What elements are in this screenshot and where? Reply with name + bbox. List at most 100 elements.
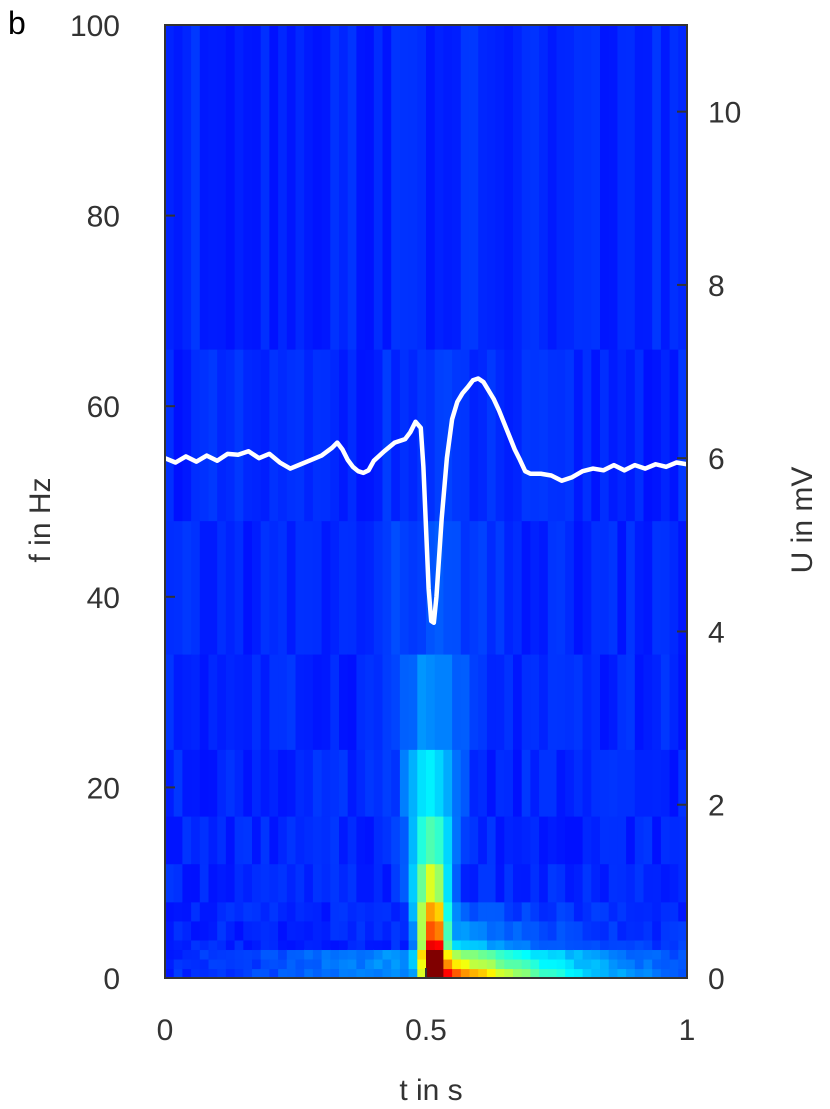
spectrogram-cell xyxy=(478,749,488,817)
spectrogram-cell xyxy=(243,815,253,865)
spectrogram-cell xyxy=(373,863,384,903)
spectrogram-cell xyxy=(486,939,497,951)
left-y-tick-label: 20 xyxy=(87,772,120,805)
spectrogram-cell xyxy=(330,653,340,750)
spectrogram-cell xyxy=(199,958,210,970)
spectrogram-cell xyxy=(530,653,540,750)
spectrogram-cell xyxy=(452,863,462,903)
spectrogram-cell xyxy=(191,920,201,941)
spectrogram-cell xyxy=(208,815,218,865)
spectrogram-cell xyxy=(443,968,453,978)
spectrogram-cell xyxy=(556,939,566,951)
spectrogram-cell xyxy=(469,653,479,750)
spectrogram-cell xyxy=(434,349,444,522)
spectrogram-cell xyxy=(469,901,479,922)
spectrogram-cell xyxy=(600,949,610,960)
spectrogram-cell xyxy=(217,968,227,978)
spectrogram-cell xyxy=(234,958,244,970)
spectrogram-cell xyxy=(495,863,505,903)
spectrogram-cell xyxy=(286,958,297,970)
spectrogram-cell xyxy=(234,653,244,750)
spectrogram-cell xyxy=(478,520,488,655)
spectrogram-cell xyxy=(469,863,479,903)
spectrogram-cell xyxy=(365,815,375,865)
spectrogram-cell xyxy=(252,815,262,865)
spectrogram-cell xyxy=(417,949,427,960)
spectrogram-cell xyxy=(460,901,471,922)
spectrogram-cell xyxy=(417,901,427,922)
spectrogram-cell xyxy=(547,815,558,865)
spectrogram-cell xyxy=(443,653,453,750)
spectrogram-cell xyxy=(600,349,610,522)
spectrogram-cell xyxy=(182,939,192,951)
spectrogram-cell xyxy=(530,949,540,960)
spectrogram-cell xyxy=(165,920,175,941)
spectrogram-cell xyxy=(608,949,618,960)
spectrogram-cell xyxy=(321,958,331,970)
spectrogram-cell xyxy=(469,949,479,960)
spectrogram-cell xyxy=(626,520,636,655)
spectrogram-cell xyxy=(347,863,357,903)
spectrogram-cell xyxy=(252,749,262,817)
spectrogram-cell xyxy=(182,901,192,922)
spectrogram-cell xyxy=(165,349,175,522)
spectrogram-cell xyxy=(582,25,592,350)
spectrogram-cell xyxy=(252,958,262,970)
spectrogram-cell xyxy=(573,815,584,865)
spectrogram-cell xyxy=(591,939,601,951)
spectrogram-cell xyxy=(530,939,540,951)
spectrogram-cell xyxy=(556,349,566,522)
spectrogram-cell xyxy=(600,863,610,903)
spectrogram-cell xyxy=(426,653,436,750)
spectrogram-cell xyxy=(608,958,618,970)
spectrogram-cell xyxy=(591,958,601,970)
spectrogram-cell xyxy=(199,901,210,922)
spectrogram-cell xyxy=(556,25,566,350)
spectrogram-cell xyxy=(669,958,679,970)
spectrogram-cell xyxy=(547,520,558,655)
spectrogram-cell xyxy=(643,901,653,922)
spectrogram-cell xyxy=(252,901,262,922)
spectrogram-cell xyxy=(452,958,462,970)
spectrogram-cell xyxy=(452,920,462,941)
spectrogram-cell xyxy=(373,749,384,817)
spectrogram-cell xyxy=(286,920,297,941)
spectrogram-cell xyxy=(591,863,601,903)
spectrogram-cell xyxy=(399,920,410,941)
spectrogram-cell xyxy=(556,920,566,941)
spectrogram-cell xyxy=(243,520,253,655)
spectrogram-cell xyxy=(269,520,279,655)
spectrogram-cell xyxy=(573,520,584,655)
spectrogram-cell xyxy=(617,949,627,960)
spectrogram-cell xyxy=(191,949,201,960)
spectrogram-cell xyxy=(199,939,210,951)
spectrogram-cell xyxy=(530,520,540,655)
spectrogram-cell xyxy=(260,863,270,903)
spectrogram-cell xyxy=(391,901,401,922)
spectrogram-cell xyxy=(347,349,357,522)
spectrogram-cell xyxy=(652,653,662,750)
spectrogram-cell xyxy=(626,958,636,970)
spectrogram-cell xyxy=(165,815,175,865)
spectrogram-cell xyxy=(382,939,392,951)
spectrogram-cell xyxy=(521,949,531,960)
spectrogram-cell xyxy=(260,949,270,960)
spectrogram-cell xyxy=(573,901,584,922)
spectrogram-cell xyxy=(643,349,653,522)
left-y-tick-label: 80 xyxy=(87,201,120,234)
spectrogram-cell xyxy=(382,520,392,655)
spectrogram-cell xyxy=(426,968,436,978)
spectrogram-cell xyxy=(600,749,610,817)
spectrogram-cell xyxy=(173,958,183,970)
spectrogram-cell xyxy=(312,920,323,941)
spectrogram-cell xyxy=(225,958,236,970)
spectrogram-cell xyxy=(539,901,549,922)
spectrogram-cell xyxy=(304,520,314,655)
right-y-tick-label: 2 xyxy=(708,790,725,823)
spectrogram-cell xyxy=(556,968,566,978)
spectrogram-cell xyxy=(513,958,523,970)
spectrogram-cell xyxy=(652,25,662,350)
spectrogram-cell xyxy=(556,958,566,970)
spectrogram-cell xyxy=(539,349,549,522)
spectrogram-cell xyxy=(634,939,645,951)
